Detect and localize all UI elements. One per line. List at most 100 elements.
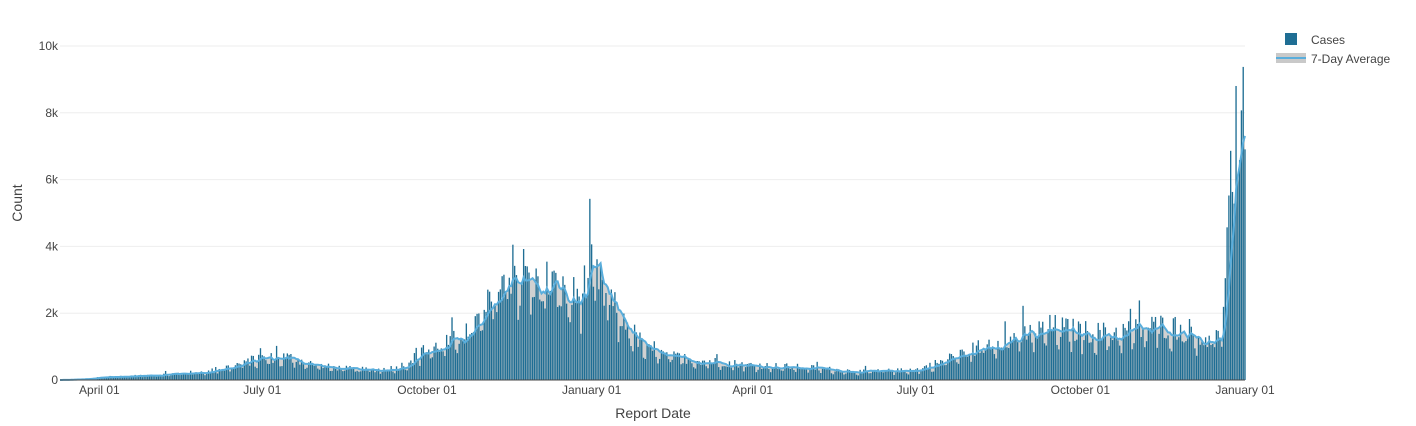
case-bar[interactable] (883, 372, 884, 380)
case-bar[interactable] (516, 275, 517, 380)
case-bar[interactable] (638, 347, 639, 380)
case-bar[interactable] (1221, 347, 1222, 380)
case-bar[interactable] (927, 368, 928, 380)
case-bar[interactable] (675, 354, 676, 380)
case-bar[interactable] (489, 292, 490, 380)
case-bar[interactable] (843, 374, 844, 380)
case-bar[interactable] (1142, 328, 1143, 380)
case-bar[interactable] (401, 363, 402, 380)
case-bar[interactable] (775, 363, 776, 380)
case-bar[interactable] (367, 370, 368, 380)
case-bar[interactable] (457, 353, 458, 380)
case-bar[interactable] (672, 360, 673, 380)
case-bar[interactable] (976, 346, 977, 380)
case-bar[interactable] (1012, 342, 1013, 380)
case-bar[interactable] (1149, 328, 1150, 380)
case-bar[interactable] (895, 372, 896, 380)
case-bar[interactable] (215, 367, 216, 380)
case-bar[interactable] (242, 368, 243, 380)
case-bar[interactable] (920, 371, 921, 380)
case-bar[interactable] (1060, 337, 1061, 380)
case-bar[interactable] (799, 368, 800, 380)
case-bar[interactable] (1171, 351, 1172, 380)
case-bar[interactable] (740, 364, 741, 380)
case-bar[interactable] (312, 363, 313, 380)
case-bar[interactable] (1232, 192, 1233, 380)
case-bar[interactable] (691, 363, 692, 380)
case-bar[interactable] (573, 277, 574, 380)
case-bar[interactable] (194, 374, 195, 380)
case-bar[interactable] (944, 365, 945, 380)
case-bar[interactable] (958, 364, 959, 380)
case-bar[interactable] (1004, 321, 1005, 380)
case-bar[interactable] (743, 371, 744, 380)
case-bar[interactable] (668, 359, 669, 380)
case-bar[interactable] (503, 275, 504, 380)
case-bar[interactable] (870, 373, 871, 380)
case-bar[interactable] (612, 306, 613, 380)
case-bar[interactable] (616, 313, 617, 380)
case-bar[interactable] (510, 294, 511, 380)
case-bar[interactable] (641, 338, 642, 380)
case-bar[interactable] (566, 304, 567, 380)
case-bar[interactable] (756, 372, 757, 380)
case-bar[interactable] (344, 371, 345, 380)
case-bar[interactable] (1053, 327, 1054, 380)
case-bar[interactable] (1087, 331, 1088, 380)
case-bar[interactable] (1115, 328, 1116, 380)
legend-item-cases[interactable]: Cases (1285, 33, 1345, 47)
case-bar[interactable] (876, 371, 877, 380)
case-bar[interactable] (926, 365, 927, 380)
case-bar[interactable] (593, 287, 594, 380)
case-bar[interactable] (591, 244, 592, 380)
case-bar[interactable] (797, 364, 798, 380)
case-bar[interactable] (525, 266, 526, 380)
case-bar[interactable] (237, 363, 238, 380)
case-bar[interactable] (459, 344, 460, 380)
case-bar[interactable] (629, 338, 630, 380)
case-bar[interactable] (396, 366, 397, 380)
case-bar[interactable] (1173, 318, 1174, 380)
case-bar[interactable] (1217, 331, 1218, 380)
case-bar[interactable] (1110, 338, 1111, 380)
case-bar[interactable] (473, 332, 474, 380)
case-bar[interactable] (620, 326, 621, 380)
case-bar[interactable] (1196, 356, 1197, 380)
case-bar[interactable] (1155, 317, 1156, 380)
case-bar[interactable] (1026, 340, 1027, 380)
case-bar[interactable] (331, 371, 332, 380)
case-bar[interactable] (416, 348, 417, 380)
case-bar[interactable] (446, 335, 447, 380)
case-bar[interactable] (305, 369, 306, 380)
case-bar[interactable] (779, 368, 780, 380)
case-bar[interactable] (283, 353, 284, 380)
case-bar[interactable] (720, 370, 721, 380)
case-bar[interactable] (500, 289, 501, 380)
case-bar[interactable] (1207, 347, 1208, 380)
case-bar[interactable] (1192, 334, 1193, 380)
case-bar[interactable] (1216, 330, 1217, 380)
case-bar[interactable] (1046, 346, 1047, 380)
case-bar[interactable] (482, 330, 483, 380)
case-bar[interactable] (523, 249, 524, 380)
case-bar[interactable] (1187, 337, 1188, 380)
case-bar[interactable] (1223, 307, 1224, 380)
case-bar[interactable] (815, 370, 816, 380)
case-bar[interactable] (988, 340, 989, 380)
case-bar[interactable] (666, 352, 667, 380)
case-bar[interactable] (636, 332, 637, 380)
case-bar[interactable] (1098, 323, 1099, 380)
case-bar[interactable] (700, 365, 701, 380)
case-bar[interactable] (604, 306, 605, 380)
case-bar[interactable] (933, 372, 934, 380)
case-bar[interactable] (951, 354, 952, 380)
case-bar[interactable] (485, 312, 486, 380)
case-bar[interactable] (1200, 345, 1201, 380)
case-bar[interactable] (670, 362, 671, 380)
case-bar[interactable] (303, 364, 304, 380)
case-bar[interactable] (407, 370, 408, 380)
case-bar[interactable] (569, 322, 570, 380)
case-bar[interactable] (285, 359, 286, 380)
case-bar[interactable] (831, 373, 832, 380)
case-bar[interactable] (564, 285, 565, 380)
